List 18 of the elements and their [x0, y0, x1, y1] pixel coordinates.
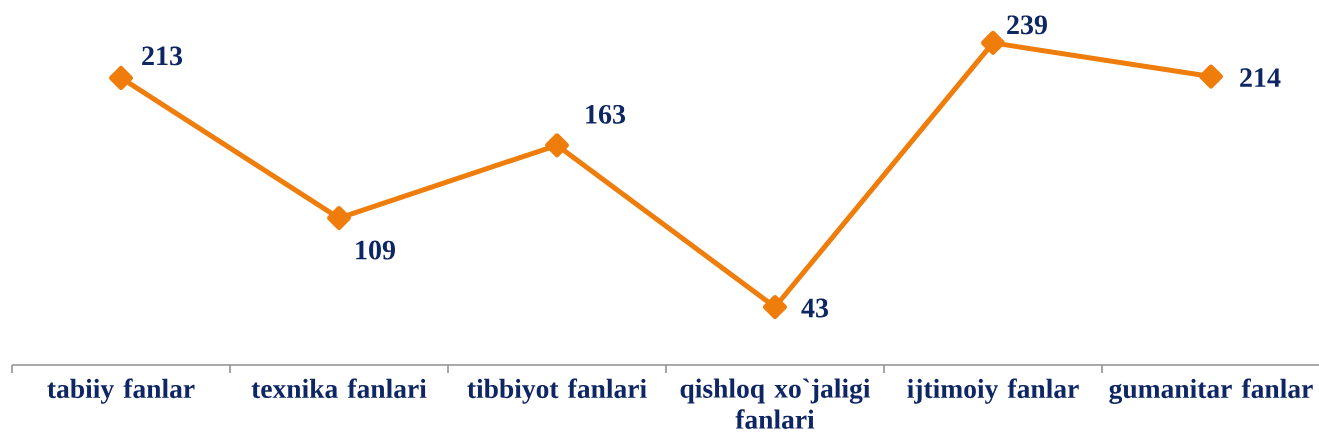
point [109, 65, 133, 90]
point [1199, 64, 1223, 89]
data-label: 214 [1240, 68, 1281, 87]
data-label: 213 [142, 46, 183, 66]
point [981, 30, 1005, 55]
x-tick-label: texnika fanlari [251, 378, 427, 399]
data-label: 239 [1007, 15, 1047, 35]
point [763, 295, 787, 319]
point [327, 206, 351, 231]
data-label: 43 [801, 298, 829, 318]
x-tick-label: qishloq xo`jaligi fanlari [680, 378, 871, 429]
x-tick-label: tibbiyot fanlari [467, 378, 647, 404]
x-tick-label: ijtimoiy fanlar [907, 378, 1079, 404]
x-tick-label: tabiiy fanlar [47, 378, 195, 404]
point [545, 133, 569, 158]
x-tick-label: gumanitar fanlar [1109, 378, 1313, 404]
data-label: 109 [356, 240, 395, 260]
data-label: 163 [586, 104, 626, 124]
